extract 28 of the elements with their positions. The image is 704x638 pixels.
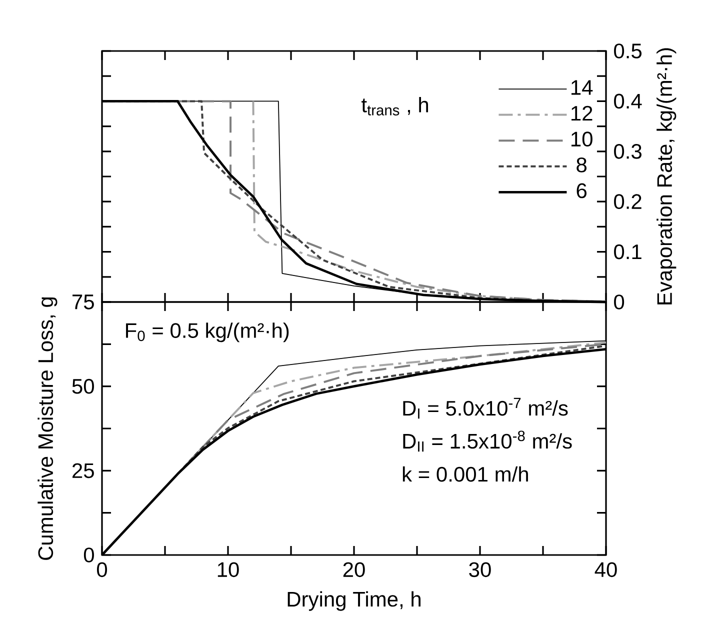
y-tick-label: 75 — [72, 294, 94, 310]
y-axis-title: Evaporation Rate, kg/(m²·h) — [656, 48, 676, 304]
legend-label: 14 — [572, 80, 593, 95]
x-axis-title: Drying Time, h — [288, 591, 420, 611]
annotation: k = 0.001 m/h — [402, 466, 528, 482]
y-tick-label: 0.1 — [614, 244, 642, 260]
x-tick-label: 40 — [594, 562, 617, 578]
x-tick-label: 10 — [218, 562, 239, 578]
y-tick-label: 0.5 — [614, 44, 642, 58]
y-tick-label: 0.4 — [614, 94, 642, 109]
x-tick-label: 30 — [469, 562, 491, 578]
x-tick-label: 0 — [96, 562, 108, 578]
legend-label: 8 — [576, 157, 587, 172]
legend-label: 6 — [576, 183, 586, 198]
y-tick-label: 25 — [72, 463, 94, 478]
legend-title: t$_{trans}$ , h — [362, 96, 428, 116]
annotation: F$_{0}$ = 0.5 kg/(m²·h) — [126, 322, 289, 342]
y-tick-label: 0 — [614, 294, 624, 310]
y-tick-label: 50 — [72, 378, 94, 394]
y-tick-label: 0.3 — [614, 144, 642, 159]
legend-label: 10 — [572, 132, 592, 147]
legend-label: 12 — [572, 106, 592, 121]
y-tick-label: 0.2 — [614, 194, 642, 210]
annotation: D$_{II}$ = 1.5x10$^{-8}$ m²/s — [403, 430, 572, 452]
y-axis-title: Cumulative Moisture Loss, g — [38, 297, 58, 560]
x-tick-label: 20 — [343, 562, 365, 578]
annotation: D$_{I}$ = 5.0x10$^{-7}$ m²/s — [403, 398, 568, 419]
y-tick-label: 0 — [84, 548, 94, 562]
